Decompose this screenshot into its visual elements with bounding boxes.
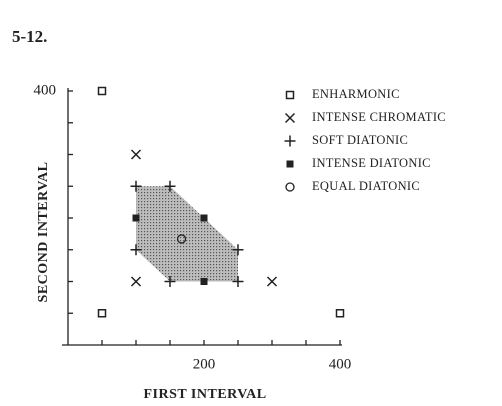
legend-marker (285, 182, 295, 192)
y-axis-label: SECOND INTERVAL (36, 162, 51, 303)
point (232, 244, 244, 256)
point (335, 309, 345, 318)
legend-marker (285, 90, 295, 100)
x-tick-label: 400 (329, 356, 352, 372)
point (97, 309, 107, 318)
shaded-region (136, 186, 238, 282)
point (130, 276, 142, 287)
point (130, 180, 142, 192)
point (130, 244, 142, 256)
legend-label: SOFT DIATONIC (312, 133, 408, 147)
x-axis-label: FIRST INTERVAL (143, 387, 266, 402)
point (200, 214, 208, 222)
point (132, 214, 140, 222)
point (164, 180, 176, 192)
legend-marker (286, 160, 294, 168)
y-tick-label: 400 (34, 82, 57, 98)
legend-label: ENHARMONIC (312, 87, 400, 101)
point (176, 234, 187, 244)
legend-label: EQUAL DIATONIC (312, 179, 420, 193)
legend-label: INTENSE DIATONIC (312, 156, 431, 170)
point (164, 276, 176, 287)
point (232, 276, 244, 287)
legend-label: INTENSE CHROMATIC (312, 110, 446, 124)
point (97, 86, 107, 96)
legend-marker (284, 112, 296, 124)
legend-marker (284, 135, 296, 147)
point (130, 149, 142, 160)
x-tick-label: 200 (193, 356, 216, 372)
chart-title: 5-12. (12, 27, 47, 46)
point (200, 278, 208, 285)
point (266, 276, 278, 287)
